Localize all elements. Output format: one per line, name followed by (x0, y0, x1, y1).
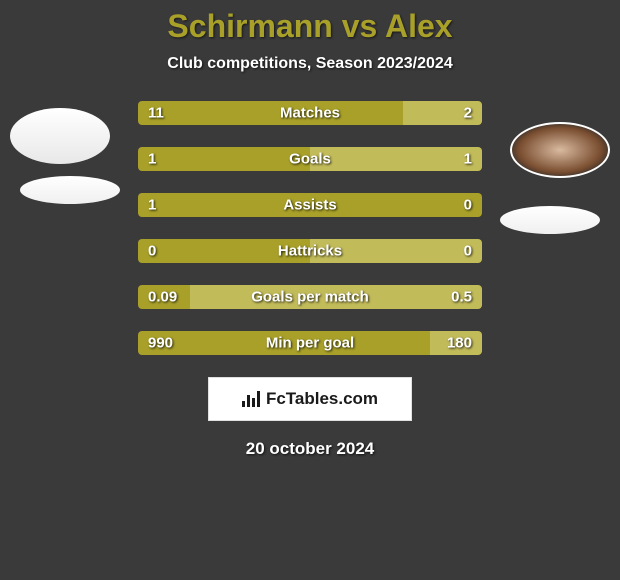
stat-value-right: 0 (464, 197, 472, 214)
stat-value-right: 1 (464, 151, 472, 168)
stat-label: Assists (283, 197, 336, 214)
stat-value-right: 0 (464, 243, 472, 260)
player-flag-right (500, 206, 600, 234)
stat-value-right: 180 (447, 335, 472, 352)
footer-date: 20 october 2024 (0, 439, 620, 459)
comparison-card: Schirmann vs Alex Club competitions, Sea… (0, 0, 620, 580)
stat-fill-right (310, 147, 482, 171)
stat-value-right: 0.5 (451, 289, 472, 306)
stat-value-left: 1 (148, 197, 156, 214)
stats-list: 112Matches11Goals10Assists00Hattricks0.0… (138, 101, 482, 355)
player-avatar-right (510, 122, 610, 178)
player-avatar-left (10, 108, 110, 164)
stat-row: 11 2 Matches (138, 101, 482, 125)
stat-row: 0.09 0.5 Goals per match (138, 285, 482, 309)
stat-label: Matches (280, 105, 340, 122)
stat-row: 0 0 Hattricks (138, 239, 482, 263)
page-title: Schirmann vs Alex (0, 8, 620, 45)
stat-value-left: 990 (148, 335, 173, 352)
stat-label: Goals (289, 151, 331, 168)
stat-value-left: 0.09 (148, 289, 177, 306)
stat-label: Min per goal (266, 335, 354, 352)
stat-row: 1 1 Goals (138, 147, 482, 171)
stat-value-left: 0 (148, 243, 156, 260)
stat-row: 1 0 Assists (138, 193, 482, 217)
brand-badge[interactable]: FcTables.com (208, 377, 412, 421)
stat-value-left: 1 (148, 151, 156, 168)
stat-fill-left (138, 147, 310, 171)
bar-chart-icon (242, 391, 260, 407)
brand-text: FcTables.com (266, 389, 378, 409)
player-flag-left (20, 176, 120, 204)
stat-label: Goals per match (251, 289, 369, 306)
stat-fill-left (138, 101, 403, 125)
stat-value-right: 2 (464, 105, 472, 122)
stat-row: 990 180 Min per goal (138, 331, 482, 355)
stat-label: Hattricks (278, 243, 342, 260)
stat-value-left: 11 (148, 105, 164, 122)
subtitle: Club competitions, Season 2023/2024 (0, 55, 620, 73)
